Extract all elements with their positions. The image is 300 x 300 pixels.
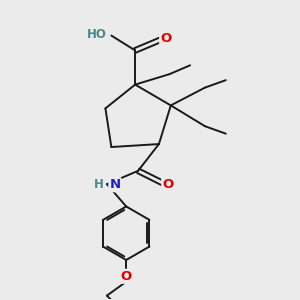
- Text: H: H: [94, 178, 104, 191]
- Text: O: O: [121, 270, 132, 283]
- Text: O: O: [160, 32, 171, 45]
- Text: HO: HO: [87, 28, 107, 40]
- Text: O: O: [162, 178, 173, 191]
- Text: N: N: [109, 178, 120, 191]
